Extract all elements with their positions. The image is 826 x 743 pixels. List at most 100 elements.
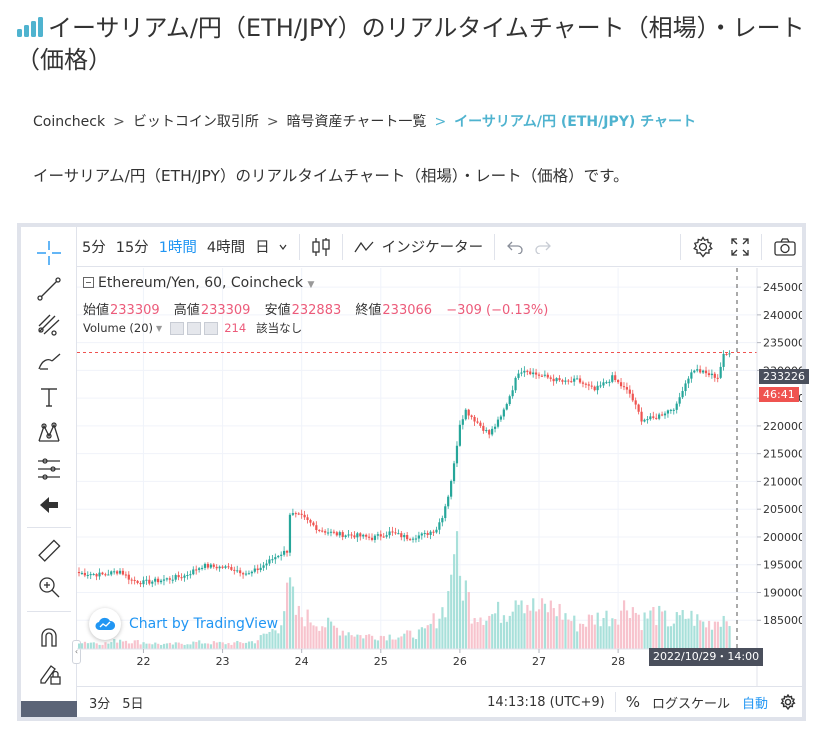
remove-icon[interactable] bbox=[204, 321, 219, 335]
candle-body bbox=[713, 373, 716, 378]
measure-lines-icon[interactable] bbox=[35, 455, 63, 483]
crosshair-icon[interactable] bbox=[35, 239, 63, 267]
volume-bar bbox=[86, 643, 89, 649]
chart-pane[interactable]: 2450002400002350002300002250002200002150… bbox=[77, 268, 809, 686]
auto-scale-toggle[interactable]: 自動 bbox=[741, 696, 768, 712]
countdown-tag: 46:41 bbox=[759, 387, 799, 402]
volume-bar bbox=[564, 613, 567, 649]
candle-body bbox=[517, 373, 520, 378]
volume-bar bbox=[435, 628, 438, 649]
volume-bar bbox=[684, 618, 687, 649]
interval-15m[interactable]: 15分 bbox=[115, 240, 149, 256]
volume-bar bbox=[338, 635, 341, 649]
camera-icon[interactable] bbox=[768, 227, 802, 267]
candle-body bbox=[637, 404, 640, 412]
volume-bar bbox=[406, 630, 409, 649]
interval-1h[interactable]: 1時間 bbox=[158, 240, 197, 256]
candle-body bbox=[491, 428, 494, 435]
volume-bar bbox=[365, 634, 368, 649]
candle-body bbox=[508, 396, 511, 405]
volume-bar bbox=[201, 643, 204, 649]
candle-body bbox=[655, 417, 658, 419]
pattern-icon[interactable] bbox=[35, 419, 63, 447]
candle-body bbox=[701, 370, 705, 373]
volume-bar bbox=[491, 614, 494, 649]
legend-collapse-icon[interactable] bbox=[83, 277, 94, 288]
price-tick-label: 210000 bbox=[763, 475, 802, 488]
candle-type-icon[interactable] bbox=[306, 227, 336, 267]
lock-drawing-icon[interactable] bbox=[35, 659, 63, 687]
candle-body bbox=[262, 565, 265, 568]
candle-body bbox=[576, 378, 579, 380]
volume-bar bbox=[713, 621, 717, 649]
interval-day[interactable]: 日 bbox=[250, 227, 293, 267]
candle-body bbox=[455, 445, 459, 464]
redo-icon[interactable] bbox=[529, 227, 557, 267]
volume-bar bbox=[186, 644, 189, 649]
eye-icon[interactable] bbox=[170, 321, 185, 335]
candle-body bbox=[631, 393, 634, 401]
page-title: イーサリアム/円（ETH/JPY）のリアルタイムチャート（相場）・レート（価格） bbox=[16, 12, 806, 76]
settings-small-icon[interactable] bbox=[187, 321, 202, 335]
interval-5m[interactable]: 5分 bbox=[82, 240, 106, 256]
volume-bar bbox=[101, 644, 104, 649]
interval-4h[interactable]: 4時間 bbox=[206, 240, 246, 256]
candle-body bbox=[174, 575, 177, 580]
range-3m[interactable]: 3分 bbox=[89, 696, 111, 712]
fullscreen-icon[interactable] bbox=[725, 227, 755, 267]
text-tool-icon[interactable] bbox=[35, 383, 63, 411]
expand-handle-icon[interactable]: ‹ bbox=[72, 640, 81, 664]
candle-body bbox=[77, 571, 81, 574]
percent-toggle[interactable]: % bbox=[625, 693, 640, 711]
volume-bar bbox=[552, 608, 555, 649]
breadcrumb-bitcoin-exchange[interactable]: ビットコイン取引所 bbox=[132, 114, 259, 130]
volume-bar bbox=[110, 642, 113, 649]
candle-body bbox=[514, 377, 517, 391]
volume-bar bbox=[274, 630, 277, 649]
arrow-left-icon[interactable] bbox=[35, 491, 63, 519]
magnet-icon[interactable] bbox=[35, 623, 63, 651]
bar-chart-icon bbox=[16, 14, 44, 37]
candle-body bbox=[617, 380, 620, 383]
candle-body bbox=[397, 533, 400, 535]
candle-body bbox=[142, 580, 145, 585]
candle-body bbox=[280, 554, 283, 556]
volume-bar bbox=[148, 643, 151, 649]
zoom-in-icon[interactable] bbox=[35, 573, 63, 601]
legend-dropdown-icon[interactable]: ▼ bbox=[307, 280, 315, 290]
volume-bar bbox=[520, 600, 523, 649]
price-chart[interactable]: 2450002400002350002300002250002200002150… bbox=[77, 268, 805, 686]
trend-line-icon[interactable] bbox=[35, 275, 63, 303]
log-scale-toggle[interactable]: ログスケール bbox=[651, 696, 730, 712]
chart-properties-gear-icon[interactable] bbox=[774, 687, 802, 718]
candle-body bbox=[643, 419, 646, 422]
volume-dropdown-icon[interactable]: ▼ bbox=[156, 323, 163, 333]
volume-bar bbox=[614, 619, 617, 649]
volume-bar bbox=[464, 580, 467, 649]
pitchfork-icon[interactable] bbox=[35, 311, 63, 339]
volume-bar bbox=[576, 631, 579, 649]
candle-body bbox=[154, 578, 157, 582]
volume-bar bbox=[678, 615, 681, 649]
volume-bar bbox=[496, 601, 500, 649]
volume-bar bbox=[593, 624, 596, 649]
ohlc-values: 始値233309 高値233309 安値232883 終値233066 −309… bbox=[83, 299, 558, 318]
price-tick-label: 205000 bbox=[763, 503, 802, 516]
candle-body bbox=[388, 531, 391, 536]
breadcrumb-chart-list[interactable]: 暗号資産チャート一覧 bbox=[286, 114, 427, 130]
range-5d[interactable]: 5日 bbox=[122, 696, 144, 712]
undo-icon[interactable] bbox=[501, 227, 529, 267]
candle-body bbox=[649, 416, 652, 420]
hide-drawings-icon[interactable] bbox=[21, 701, 77, 717]
brush-icon[interactable] bbox=[35, 347, 63, 375]
volume-bar bbox=[622, 600, 626, 649]
volume-bar bbox=[535, 611, 538, 649]
breadcrumb-coincheck[interactable]: Coincheck bbox=[33, 114, 106, 130]
candle-body bbox=[136, 580, 139, 583]
volume-bar bbox=[142, 642, 145, 649]
settings-gear-icon[interactable] bbox=[687, 227, 719, 267]
breadcrumb-current: イーサリアム/円 (ETH/JPY) チャート bbox=[454, 114, 696, 130]
tradingview-link[interactable]: Chart by TradingView bbox=[89, 608, 278, 640]
ruler-icon[interactable] bbox=[35, 537, 63, 565]
indicators-button[interactable]: インジケーター bbox=[349, 227, 489, 267]
